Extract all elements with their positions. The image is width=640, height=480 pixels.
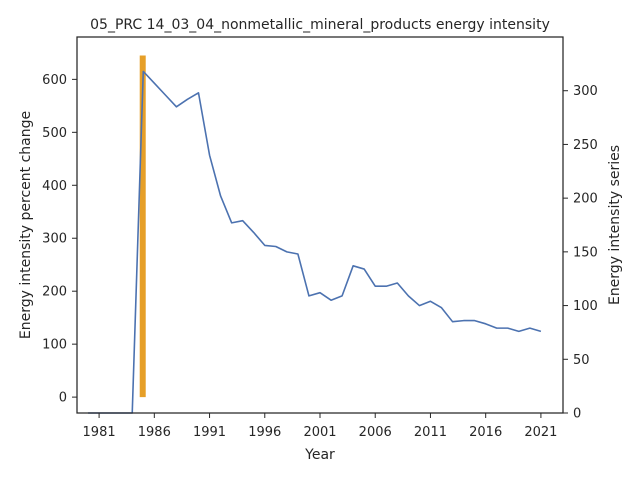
x-tick-label: 1996	[248, 425, 281, 440]
x-tick-label: 2011	[414, 425, 447, 440]
series-line-0	[88, 70, 542, 414]
y-right-tick-label: 150	[573, 245, 598, 260]
y-right-tick-label: 50	[573, 353, 590, 368]
x-tick-label: 1981	[83, 425, 116, 440]
left-y-axis: 0 100 200 300 400 500 600	[42, 73, 77, 406]
x-axis: 1981 1986 1991 1996 2001 2006 2011 2016 2021	[83, 413, 557, 440]
y-left-tick-label: 100	[42, 338, 67, 353]
x-tick-label: 2016	[469, 425, 502, 440]
y-left-tick-label: 600	[42, 73, 67, 88]
y-right-tick-label: 200	[573, 192, 598, 207]
plot-frame	[76, 36, 564, 414]
left-y-axis-label: Energy intensity percent change	[18, 111, 34, 339]
chart-title: 05_PRC 14_03_04_nonmetallic_mineral_prod…	[90, 17, 550, 33]
y-right-tick-label: 300	[573, 84, 598, 99]
y-right-tick-label: 250	[573, 138, 598, 153]
plot-area	[88, 55, 542, 414]
y-right-tick-label: 100	[573, 299, 598, 314]
x-tick-label: 2001	[303, 425, 336, 440]
y-left-tick-label: 500	[42, 126, 67, 141]
y-right-tick-label: 0	[573, 407, 581, 422]
x-tick-label: 2006	[359, 425, 392, 440]
y-left-tick-label: 200	[42, 285, 67, 300]
y-left-tick-label: 0	[59, 391, 67, 406]
y-left-tick-label: 400	[42, 179, 67, 194]
x-tick-label: 2021	[524, 425, 557, 440]
y-left-tick-label: 300	[42, 232, 67, 247]
x-axis-label: Year	[304, 447, 335, 463]
x-tick-label: 1991	[193, 425, 226, 440]
right-y-axis-label: Energy intensity series	[607, 145, 623, 305]
right-y-axis: 0 50 100 150 200 250 300	[563, 84, 598, 422]
x-tick-label: 1986	[138, 425, 171, 440]
